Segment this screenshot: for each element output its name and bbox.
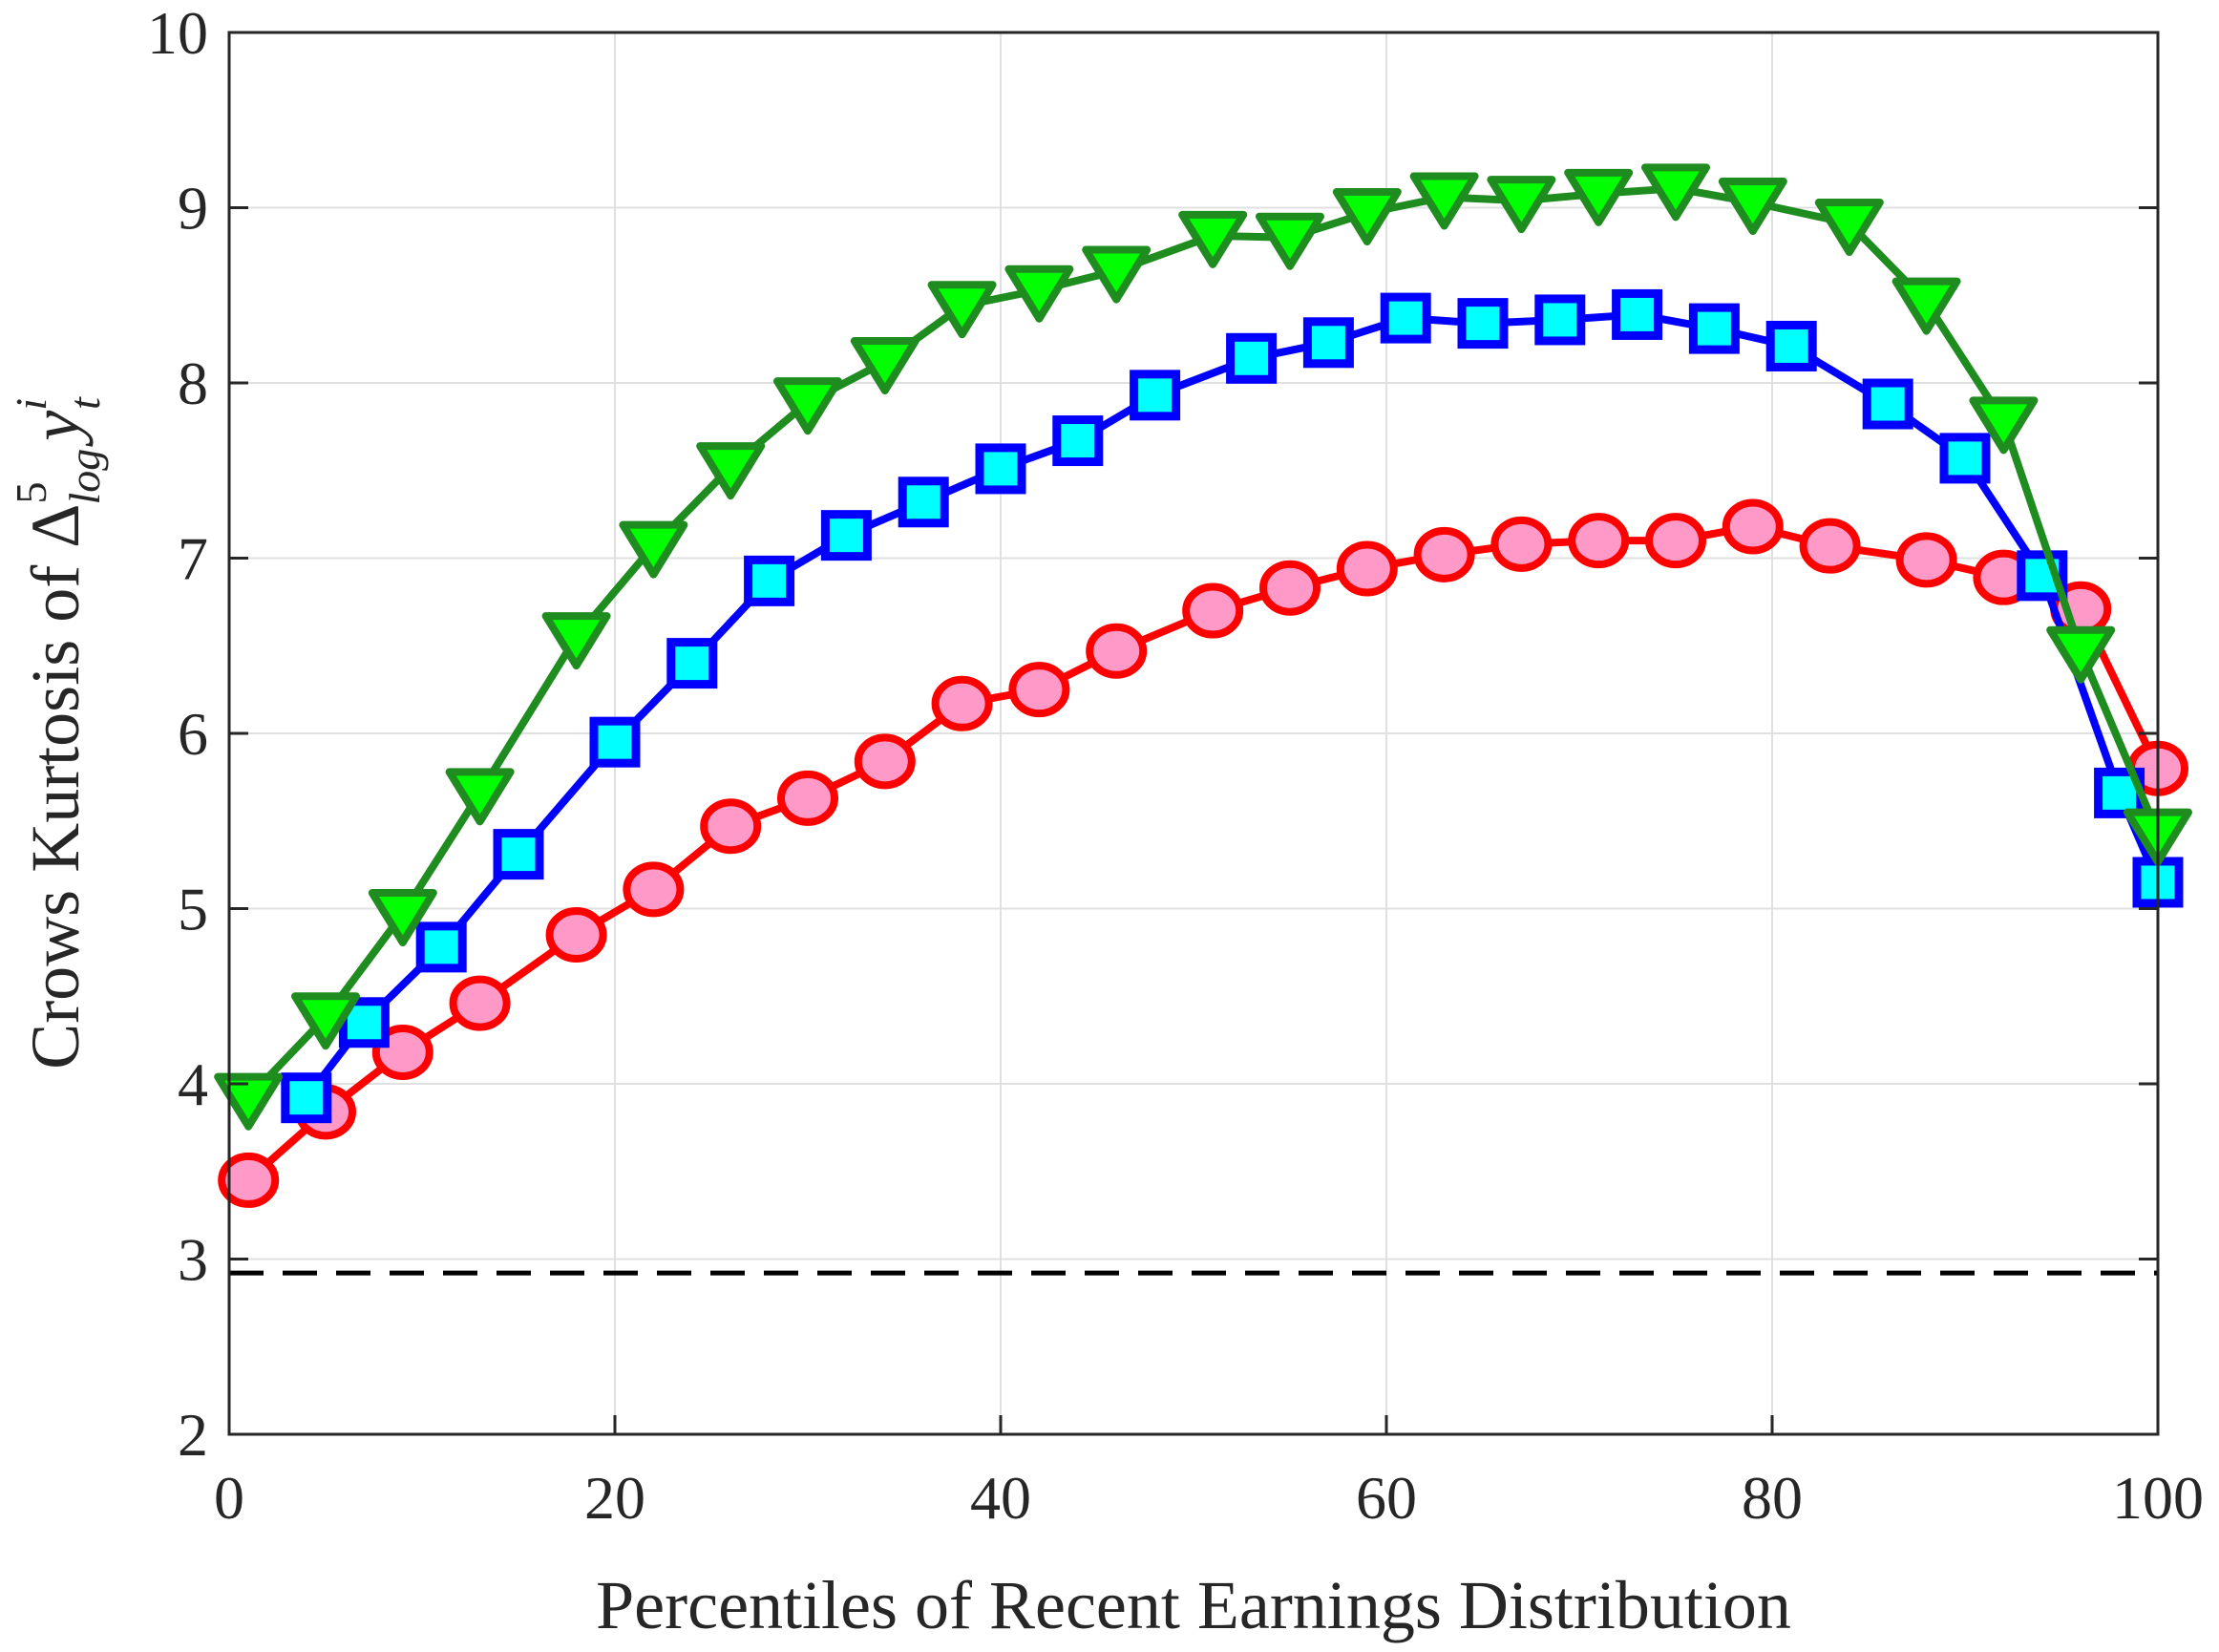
- circle-marker: [1568, 513, 1630, 569]
- circle-marker: [1182, 582, 1244, 639]
- square-marker: [1765, 320, 1817, 371]
- circle-marker: [1259, 560, 1321, 616]
- circle-marker: [777, 770, 838, 826]
- square-marker: [415, 921, 467, 973]
- delta-symbol: Δ: [17, 503, 94, 547]
- triangle-down-marker: [1891, 277, 1961, 335]
- circle-marker: [700, 798, 762, 855]
- triangle-down-marker: [1487, 176, 1556, 234]
- square-marker: [1688, 303, 1740, 354]
- triangle-down-marker: [368, 889, 437, 947]
- x-tick-label: 0: [214, 1464, 244, 1532]
- circle-marker: [218, 1152, 280, 1208]
- y-tick-label: 4: [178, 1050, 208, 1118]
- triangle-down-marker: [1332, 188, 1402, 246]
- series-blue-squares: [281, 288, 2184, 1124]
- x-axis-label: Percentiles of Recent Earnings Distribut…: [596, 1567, 1791, 1643]
- x-tick-label: 20: [584, 1464, 645, 1532]
- y-tick-label: 8: [178, 349, 208, 417]
- x-tick-label: 100: [2112, 1464, 2204, 1532]
- circle-marker: [1008, 662, 1070, 718]
- x-tick-label: 80: [1742, 1464, 1803, 1532]
- triangle-down-marker: [291, 992, 360, 1050]
- square-marker: [666, 638, 718, 689]
- triangle-down-marker: [2046, 625, 2116, 684]
- circle-marker: [931, 675, 993, 731]
- square-marker: [1612, 288, 1663, 340]
- y-variable-subscript: t: [60, 396, 109, 410]
- square-marker: [898, 477, 949, 528]
- axis-ticks: 0 20 40 60 80 100 2 3 4 5 6 7 8 9 10: [147, 0, 2204, 1532]
- series-red-circles: [218, 498, 2188, 1208]
- triangle-down-marker: [1718, 177, 1787, 235]
- square-marker: [1939, 433, 1991, 484]
- y-tick-label: 2: [178, 1401, 208, 1469]
- series-line: [303, 310, 2162, 1101]
- y-tick-label: 3: [178, 1226, 208, 1294]
- circle-marker: [854, 733, 916, 790]
- x-tick-label: 60: [1356, 1464, 1417, 1532]
- circle-marker: [1722, 498, 1784, 555]
- square-marker: [744, 555, 795, 606]
- square-marker: [1862, 378, 1913, 430]
- square-marker: [1302, 317, 1354, 369]
- triangle-down-marker: [1004, 265, 1074, 323]
- delta-superscript: 5: [7, 481, 55, 503]
- x-tick-label: 40: [970, 1464, 1031, 1532]
- square-marker: [975, 443, 1026, 495]
- triangle-down-marker: [850, 336, 919, 394]
- y-tick-label: 5: [178, 876, 208, 943]
- y-tick-label: 9: [178, 175, 208, 243]
- triangle-down-marker: [1082, 245, 1152, 304]
- y-tick-label: 7: [178, 525, 208, 593]
- square-marker: [1226, 332, 1278, 384]
- circle-marker: [1645, 513, 1706, 569]
- triangle-down-marker: [927, 281, 997, 339]
- square-marker: [1457, 298, 1509, 349]
- triangle-down-marker: [773, 377, 842, 435]
- square-marker: [493, 829, 544, 880]
- series-green-triangles: [214, 163, 2192, 1131]
- y-tick-label: 10: [147, 0, 208, 67]
- circle-marker: [623, 861, 685, 918]
- circle-marker: [449, 975, 511, 1031]
- circle-marker: [1086, 623, 1148, 679]
- data-series: [214, 163, 2192, 1208]
- square-marker: [1052, 415, 1104, 467]
- circle-marker: [1413, 526, 1475, 582]
- delta-subscript: log: [60, 449, 109, 505]
- triangle-down-marker: [445, 768, 515, 826]
- triangle-down-marker: [1564, 168, 1634, 226]
- square-marker: [281, 1072, 332, 1124]
- triangle-down-marker: [696, 442, 766, 500]
- square-marker: [1380, 292, 1431, 344]
- circle-marker: [1895, 532, 1957, 588]
- triangle-down-marker: [1641, 163, 1710, 222]
- circle-marker: [545, 907, 607, 964]
- y-tick-label: 6: [178, 700, 208, 768]
- square-marker: [589, 716, 641, 768]
- y-axis-label: Crows Kurtosis of Δ5 logyi t: [7, 396, 109, 1070]
- y-axis-label-text: Crows Kurtosis of: [17, 548, 94, 1070]
- triangle-down-marker: [214, 1072, 284, 1131]
- circle-marker: [1490, 516, 1553, 572]
- triangle-down-marker: [1178, 210, 1248, 268]
- triangle-down-marker: [1256, 212, 1324, 270]
- triangle-down-marker: [1814, 199, 1884, 257]
- triangle-down-marker: [619, 520, 688, 579]
- circle-marker: [1799, 518, 1861, 574]
- triangle-down-marker: [541, 612, 611, 670]
- triangle-down-marker: [1969, 396, 2039, 455]
- square-marker: [1130, 370, 1181, 421]
- circle-marker: [1336, 540, 1398, 597]
- square-marker: [1534, 294, 1586, 346]
- triangle-down-marker: [1409, 172, 1479, 230]
- y-variable-superscript: i: [7, 398, 55, 411]
- y-variable: y: [17, 411, 94, 448]
- square-marker: [820, 510, 872, 561]
